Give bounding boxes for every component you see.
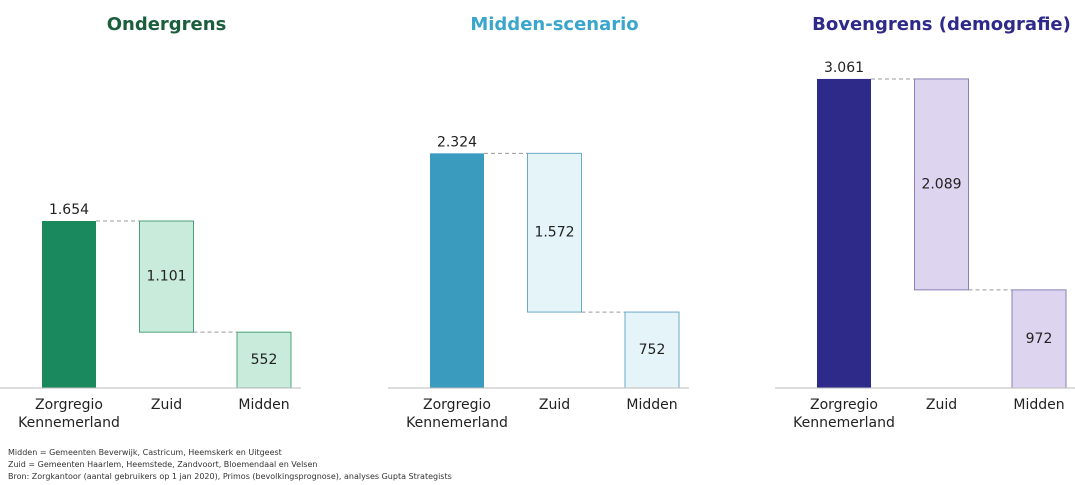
note: Zuid = Gemeenten Haarlem, Heemstede, Zan… [8,460,318,469]
value-label: 1.654 [49,202,89,218]
value-label: 1.101 [146,269,186,285]
value-label: 752 [639,342,666,358]
total-bar [42,220,96,388]
category-label: Zorgregio Kennemerland [793,397,895,431]
category-label: Zuid [150,397,183,413]
step-bar [527,152,582,313]
category-label: Zorgregio Kennemerland [18,397,120,431]
value-label: 2.324 [437,134,477,150]
category-label: Zuid [925,397,958,413]
category-label: Midden [626,397,678,413]
chart-title: Midden-scenario [470,14,638,35]
category-label: Zorgregio Kennemerland [406,397,508,431]
value-label: 552 [251,352,278,368]
value-label: 1.572 [534,225,574,241]
chart-title: Bovengrens (demografie) [812,14,1071,35]
category-label: Zuid [538,397,571,413]
step-bar [139,220,194,333]
value-label: 972 [1026,331,1053,347]
chart-title: Ondergrens [107,14,227,35]
note: Bron: Zorgkantoor (aantal gebruikers op … [8,472,452,481]
category-label: Midden [1013,397,1065,413]
step-bar [914,78,969,291]
total-bar [817,78,871,388]
value-label: 2.089 [921,176,961,192]
category-label: Midden [238,397,290,413]
value-label: 3.061 [824,60,864,76]
note: Midden = Gemeenten Beverwijk, Castricum,… [8,448,282,457]
total-bar [430,153,484,388]
